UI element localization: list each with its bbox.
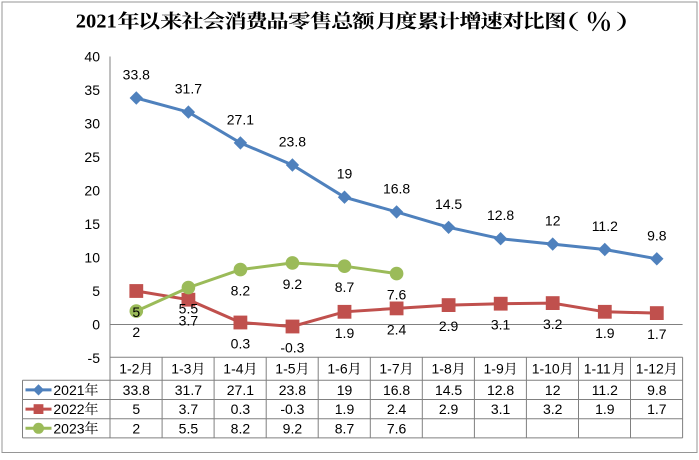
svg-text:3.7: 3.7 [179,313,199,329]
svg-text:1-11: 1-11 [584,361,611,377]
svg-text:19: 19 [337,166,353,182]
svg-text:1.9: 1.9 [335,325,355,341]
svg-text:27.1: 27.1 [227,382,254,398]
svg-text:3.1: 3.1 [491,317,511,333]
svg-text:11.2: 11.2 [592,218,618,234]
svg-text:20: 20 [84,183,100,199]
svg-text:0.3: 0.3 [231,336,251,352]
svg-text:0.3: 0.3 [231,401,251,417]
svg-text:16.8: 16.8 [383,180,410,196]
svg-text:2.9: 2.9 [439,318,459,334]
svg-text:1-8: 1-8 [432,361,452,377]
svg-text:12: 12 [545,382,561,398]
svg-text:35: 35 [84,82,100,98]
svg-text:2.4: 2.4 [387,401,407,417]
svg-text:8.2: 8.2 [231,420,251,436]
svg-text:14.5: 14.5 [435,196,462,212]
svg-text:1.9: 1.9 [335,401,355,417]
svg-text:3.7: 3.7 [179,401,199,417]
svg-text:2: 2 [132,324,140,340]
svg-text:1-2: 1-2 [119,361,139,377]
svg-text:9.8: 9.8 [647,382,667,398]
svg-text:16.8: 16.8 [383,382,410,398]
svg-text:27.1: 27.1 [227,111,254,127]
svg-text:5: 5 [132,401,140,417]
svg-text:7.6: 7.6 [387,287,407,303]
svg-text:31.7: 31.7 [175,81,202,97]
svg-text:1-9: 1-9 [484,361,504,377]
svg-text:2023: 2023 [53,420,84,436]
svg-text:23.8: 23.8 [279,382,306,398]
svg-text:9.2: 9.2 [283,276,303,292]
svg-text:-0.3: -0.3 [280,401,304,417]
svg-text:8.2: 8.2 [231,283,251,299]
svg-text:5: 5 [132,304,140,320]
svg-text:5.5: 5.5 [179,301,199,317]
svg-text:2.9: 2.9 [439,401,459,417]
svg-text:2021: 2021 [53,382,84,398]
svg-text:14.5: 14.5 [435,382,462,398]
svg-text:12: 12 [545,213,561,229]
svg-text:40: 40 [84,49,100,65]
svg-text:0: 0 [92,317,100,333]
svg-text:8.7: 8.7 [335,420,355,436]
svg-text:8.7: 8.7 [335,279,355,295]
svg-text:25: 25 [84,149,100,165]
svg-text:12.8: 12.8 [487,382,514,398]
svg-text:19: 19 [337,382,353,398]
svg-text:2.4: 2.4 [387,321,407,337]
svg-text:33.8: 33.8 [123,382,150,398]
svg-text:1-12: 1-12 [636,361,664,377]
svg-text:2021: 2021 [76,11,117,33]
svg-text:12.8: 12.8 [487,207,514,223]
svg-text:10: 10 [84,250,100,266]
svg-text:1-7: 1-7 [379,361,399,377]
svg-text:1.7: 1.7 [647,326,667,342]
svg-text:9.2: 9.2 [283,420,303,436]
svg-text:30: 30 [84,116,100,132]
svg-text:1-10: 1-10 [532,361,560,377]
svg-text:-5: -5 [88,350,101,366]
svg-text:1-6: 1-6 [327,361,347,377]
svg-text:2: 2 [132,420,140,436]
svg-text:3.2: 3.2 [543,316,563,332]
svg-text:3.1: 3.1 [491,401,511,417]
svg-text:1-5: 1-5 [275,361,295,377]
svg-text:5: 5 [92,283,100,299]
svg-text:3.2: 3.2 [543,401,563,417]
svg-text:5.5: 5.5 [179,420,199,436]
svg-text:9.8: 9.8 [647,227,667,243]
svg-text:2022: 2022 [53,401,84,417]
svg-text:7.6: 7.6 [387,420,407,436]
svg-text:-0.3: -0.3 [280,340,304,356]
svg-text:1-3: 1-3 [171,361,191,377]
svg-text:1.7: 1.7 [647,401,667,417]
svg-text:33.8: 33.8 [123,67,150,83]
svg-text:1.9: 1.9 [595,325,615,341]
svg-text:1.9: 1.9 [595,401,615,417]
svg-text:31.7: 31.7 [175,382,202,398]
svg-text:15: 15 [84,216,100,232]
svg-text:11.2: 11.2 [592,382,618,398]
svg-text:1-4: 1-4 [223,361,243,377]
svg-text:23.8: 23.8 [279,134,306,150]
